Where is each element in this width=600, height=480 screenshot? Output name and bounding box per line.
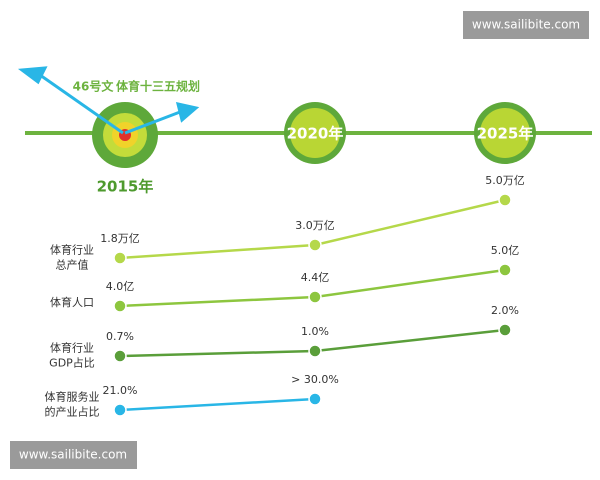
milestone-inner (290, 108, 340, 158)
value-label: 1.8万亿 (100, 232, 140, 245)
dot (498, 193, 512, 207)
row-label: 体育行业 (50, 341, 94, 355)
value-label: 5.0亿 (491, 244, 520, 257)
dot (113, 299, 127, 313)
value-label: 4.4亿 (301, 271, 330, 284)
milestone-inner (480, 108, 530, 158)
value-label: 21.0% (103, 384, 138, 397)
row-label: 体育服务业 (45, 390, 100, 404)
watermark: www.sailibite.com (472, 18, 580, 32)
dot (498, 323, 512, 337)
value-label: 4.0亿 (106, 280, 135, 293)
dot (308, 344, 322, 358)
value-label: > 30.0% (291, 373, 339, 386)
dot (308, 238, 322, 252)
dot (308, 392, 322, 406)
row-label: GDP占比 (49, 356, 95, 370)
value-label: 5.0万亿 (485, 174, 525, 187)
value-label: 0.7% (106, 330, 134, 343)
row-label: 体育行业 (50, 243, 94, 257)
annotation: 46号文 (73, 79, 115, 94)
watermark-box (10, 441, 137, 469)
dot (308, 290, 322, 304)
dot (113, 403, 127, 417)
watermark-box (463, 11, 589, 39)
dot (498, 263, 512, 277)
dot (113, 251, 127, 265)
annotation: 体育十三五规划 (116, 79, 200, 94)
trend-line (119, 397, 316, 412)
row-label: 体育人口 (50, 295, 94, 309)
row-label: 总产值 (56, 258, 89, 272)
value-label: 1.0% (301, 325, 329, 338)
value-label: 3.0万亿 (295, 219, 335, 232)
milestone-label: 2025年 (477, 125, 534, 143)
milestone-label: 2020年 (287, 125, 344, 143)
arrows (17, 66, 200, 135)
dot (113, 349, 127, 363)
watermark: www.sailibite.com (19, 448, 127, 462)
value-label: 2.0% (491, 304, 519, 317)
milestone-label: 2015年 (97, 178, 154, 196)
row-label: 的产业占比 (45, 405, 100, 419)
